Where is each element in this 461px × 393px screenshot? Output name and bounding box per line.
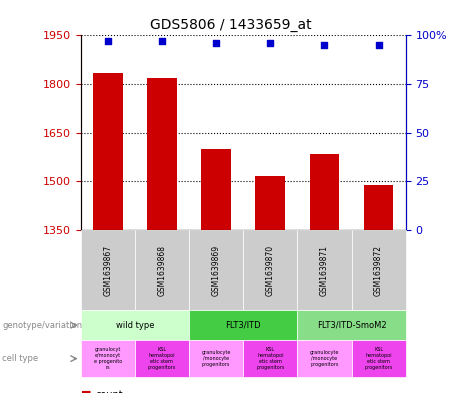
Point xyxy=(104,38,112,44)
Text: GSM1639871: GSM1639871 xyxy=(320,245,329,296)
Bar xyxy=(364,184,394,393)
Text: GSM1639870: GSM1639870 xyxy=(266,244,275,296)
Text: GSM1639867: GSM1639867 xyxy=(103,244,112,296)
Point xyxy=(266,40,274,46)
Text: GDS5806 / 1433659_at: GDS5806 / 1433659_at xyxy=(150,18,311,32)
Text: GSM1639869: GSM1639869 xyxy=(212,244,221,296)
Bar xyxy=(201,149,231,393)
Bar xyxy=(147,77,177,393)
Text: GSM1639872: GSM1639872 xyxy=(374,245,383,296)
Text: KSL
hematopoi
etic stem
progenitors: KSL hematopoi etic stem progenitors xyxy=(364,347,393,370)
Point xyxy=(158,38,165,44)
Text: genotype/variation: genotype/variation xyxy=(2,321,83,330)
Text: cell type: cell type xyxy=(2,354,38,363)
Text: FLT3/ITD: FLT3/ITD xyxy=(225,321,261,330)
Text: KSL
hematopoi
etic stem
progenitors: KSL hematopoi etic stem progenitors xyxy=(148,347,176,370)
Bar xyxy=(255,176,285,393)
Bar xyxy=(309,154,339,393)
Text: GSM1639868: GSM1639868 xyxy=(157,245,166,296)
Text: ■: ■ xyxy=(81,390,91,393)
Text: count: count xyxy=(95,390,123,393)
Text: granulocyte
/monocyte
progenitors: granulocyte /monocyte progenitors xyxy=(310,350,339,367)
Text: granulocyt
e/monocyt
e progenito
rs: granulocyt e/monocyt e progenito rs xyxy=(94,347,122,370)
Text: granulocyte
/monocyte
progenitors: granulocyte /monocyte progenitors xyxy=(201,350,231,367)
Text: KSL
hematopoi
etic stem
progenitors: KSL hematopoi etic stem progenitors xyxy=(256,347,284,370)
Bar xyxy=(93,73,123,393)
Point xyxy=(375,42,382,48)
Point xyxy=(321,42,328,48)
Text: wild type: wild type xyxy=(116,321,154,330)
Point xyxy=(213,40,220,46)
Text: FLT3/ITD-SmoM2: FLT3/ITD-SmoM2 xyxy=(317,321,386,330)
